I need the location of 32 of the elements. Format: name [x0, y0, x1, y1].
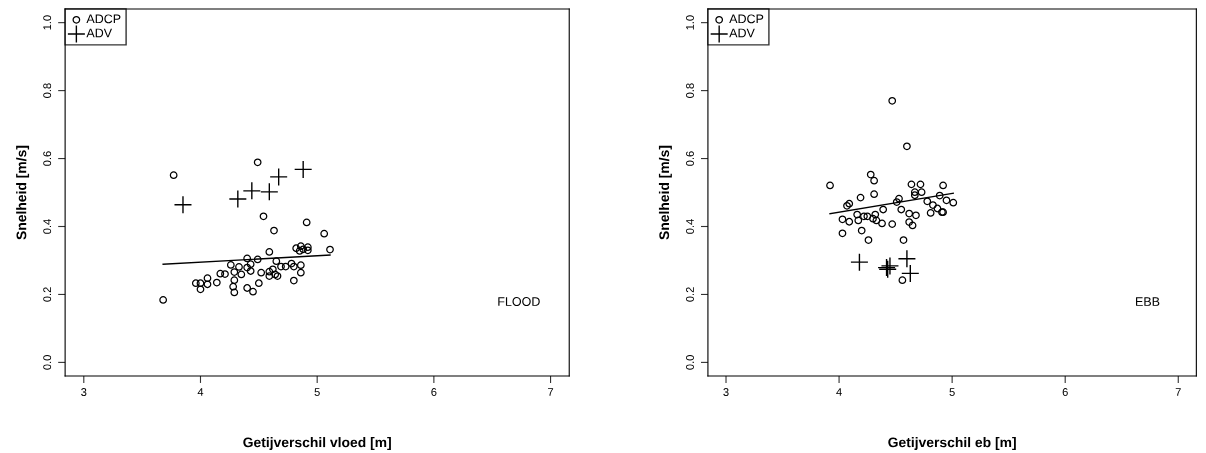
x-tick-label: 6 — [431, 388, 437, 396]
x-tick-label: 4 — [836, 388, 842, 396]
x-tick-label: 7 — [1175, 388, 1181, 396]
legend-label: ADV — [729, 28, 755, 38]
y-tick-label: 0.0 — [43, 355, 52, 370]
y-axis-title: Snelheid [m/s] — [16, 145, 30, 240]
y-tick-label: 0.6 — [686, 151, 694, 166]
annotation: EBB — [1136, 297, 1160, 306]
x-tick-label: 4 — [197, 388, 204, 396]
x-axis-title: Getijverschil vloed [m] — [243, 437, 391, 450]
x-tick-label: 7 — [548, 388, 554, 396]
x-axis-title: Getijverschil eb [m] — [888, 437, 1016, 450]
y-tick-label: 1.0 — [686, 15, 694, 30]
y-tick-label: 0.4 — [686, 219, 694, 234]
y-tick-label: 0.4 — [43, 219, 52, 234]
y-tick-label: 0.8 — [43, 83, 52, 98]
y-tick-label: 0.0 — [686, 355, 694, 370]
y-tick-label: 0.2 — [43, 287, 52, 302]
x-tick-label: 6 — [1062, 388, 1068, 396]
y-axis-title: Snelheid [m/s] — [658, 145, 672, 240]
y-tick-label: 0.2 — [686, 287, 694, 302]
x-tick-label: 3 — [723, 388, 729, 396]
legend-label: ADV — [86, 28, 113, 38]
x-tick-label: 3 — [81, 388, 87, 396]
x-tick-label: 5 — [949, 388, 955, 396]
y-tick-label: 1.0 — [43, 15, 52, 30]
x-tick-label: 5 — [314, 388, 320, 396]
legend-label: ADCP — [86, 14, 121, 24]
y-tick-label: 0.6 — [43, 151, 52, 166]
legend-label: ADCP — [729, 14, 764, 24]
annotation: FLOOD — [498, 297, 540, 306]
y-tick-label: 0.8 — [686, 83, 694, 98]
